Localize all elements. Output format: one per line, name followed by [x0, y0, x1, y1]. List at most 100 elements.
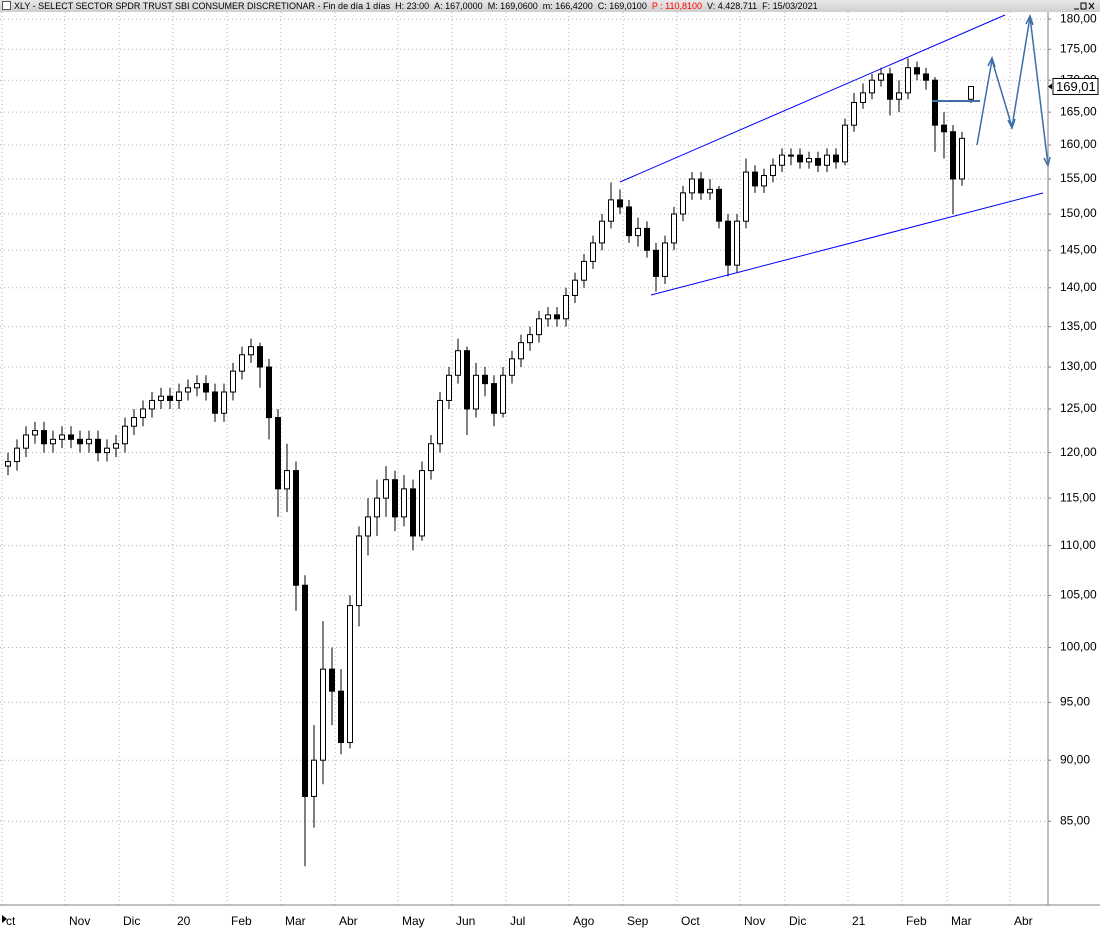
candle-body [887, 73, 893, 100]
last-price-box [1052, 77, 1099, 95]
header-field: m: 166,4200 [542, 1, 593, 11]
candle-body [482, 374, 488, 385]
candle-body [905, 67, 911, 94]
candle-body [212, 391, 218, 414]
candle-body [473, 374, 479, 410]
candle-body [635, 227, 641, 237]
candle-body [311, 759, 317, 797]
candle-body [941, 124, 947, 133]
candle-body [131, 417, 137, 427]
window-icon [2, 1, 11, 10]
candle-body [869, 79, 875, 94]
candle-body [59, 434, 65, 440]
header-field: A: 167,0000 [434, 1, 483, 11]
candle-body [284, 470, 290, 490]
candle-body [104, 447, 110, 454]
y-tick-label: 130,00 [1060, 359, 1097, 373]
candle-body [446, 374, 452, 401]
candle-body [689, 178, 695, 194]
candle-body [68, 434, 74, 440]
candle-body [239, 354, 245, 372]
candle-body [896, 92, 902, 100]
x-tick-label: 21 [852, 914, 866, 928]
x-tick-label: ct [6, 914, 16, 928]
candle-body [743, 171, 749, 222]
candle-body [356, 535, 362, 607]
y-tick-label: 125,00 [1060, 401, 1097, 415]
x-tick-label: Abr [339, 914, 358, 928]
candle-body [383, 479, 389, 499]
candle-body [149, 399, 155, 410]
candle-body [653, 249, 659, 277]
x-tick-label: Dic [123, 914, 140, 928]
candle-body [77, 438, 83, 445]
maximize[interactable] [1080, 2, 1087, 10]
grid [0, 12, 1048, 905]
header-field: C: 169,0100 [597, 1, 647, 11]
candle-body [203, 383, 209, 393]
candle-body [752, 171, 758, 187]
candle-body [455, 350, 461, 376]
candle-body [500, 374, 506, 414]
y-tick-label: 155,00 [1060, 171, 1097, 185]
candle-body [878, 73, 884, 81]
scroll-arrow[interactable] [2, 915, 7, 923]
candle-body [5, 461, 11, 467]
candle-body [590, 242, 596, 262]
header-field: P : 110,8100 [651, 1, 703, 11]
candles [5, 58, 974, 867]
candle-body [167, 395, 173, 401]
candle-body [230, 370, 236, 393]
candle-body [527, 334, 533, 344]
candle-body [113, 443, 119, 449]
candle-body [554, 314, 560, 320]
x-tick-label: Feb [906, 914, 927, 928]
y-tick-label: 120,00 [1060, 445, 1097, 459]
candle-body [392, 479, 398, 518]
candle-body [185, 387, 191, 393]
candle-body [86, 438, 92, 445]
candle-body [509, 358, 515, 376]
y-tick-label: 175,00 [1060, 41, 1097, 55]
x-tick-label: Oct [681, 914, 700, 928]
candle-body [797, 154, 803, 163]
header-field: V: 4.428.711 [707, 1, 758, 11]
y-tick-label: 165,00 [1060, 104, 1097, 118]
header-field: F: 15/03/2021 [762, 1, 818, 11]
chart: 85,00 90,00 95,00 100,00 105,00 110,00 115,00 1… [0, 12, 1100, 928]
candle-body [833, 154, 839, 163]
candle-body [275, 417, 281, 490]
y-tick-label: 140,00 [1060, 280, 1097, 294]
candle-body [617, 199, 623, 208]
close[interactable] [1088, 2, 1095, 10]
candle-body [320, 668, 326, 761]
candle-body [662, 242, 668, 277]
candle-body [248, 346, 254, 356]
candle-body [518, 342, 524, 360]
y-tick-label: 180,00 [1060, 12, 1097, 25]
candle-body [221, 391, 227, 414]
candle-body [347, 605, 353, 744]
candle-body [608, 199, 614, 222]
window-controls[interactable] [1072, 0, 1096, 14]
window-buttons[interactable] [1072, 0, 1096, 12]
x-tick-label: Abr [1014, 914, 1033, 928]
y-tick-label: 150,00 [1060, 206, 1097, 220]
candle-body [428, 443, 434, 472]
candle-body [599, 220, 605, 244]
candle-body [95, 438, 101, 454]
candle-body [545, 314, 551, 320]
y-tick-label: 100,00 [1060, 640, 1097, 654]
y-tick-label: 85,00 [1060, 813, 1090, 827]
last-price-label: 169,01 [1056, 79, 1096, 94]
candle-body [410, 488, 416, 537]
candle-body [572, 279, 578, 296]
candle-body [266, 366, 272, 419]
candle-body [32, 430, 38, 436]
x-tick-label: Dic [789, 914, 806, 928]
y-tick-label: 105,00 [1060, 588, 1097, 602]
candle-body [464, 350, 470, 410]
candle-body [851, 101, 857, 126]
header-field: M: 169,0600 [487, 1, 538, 11]
